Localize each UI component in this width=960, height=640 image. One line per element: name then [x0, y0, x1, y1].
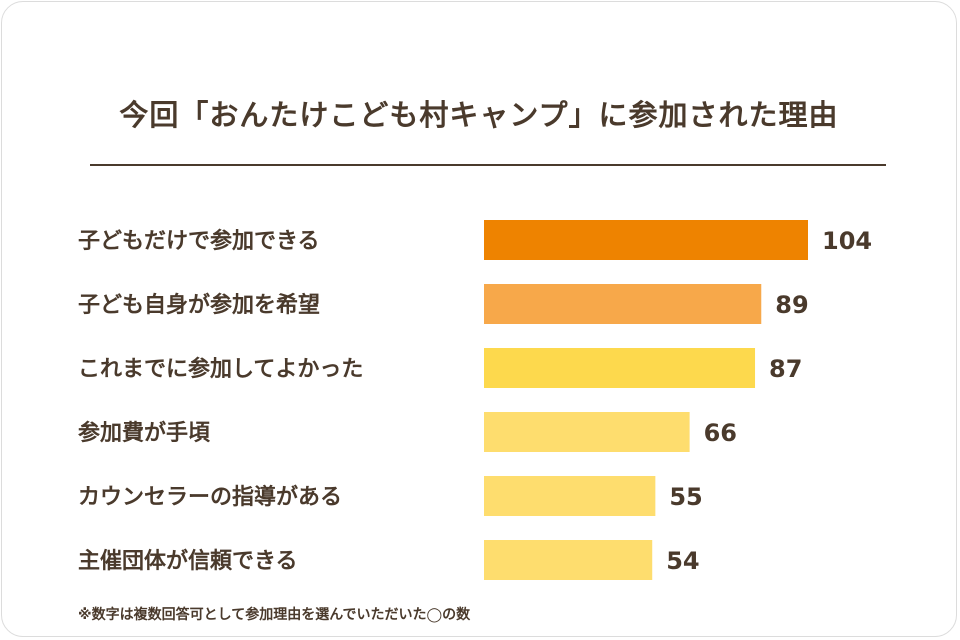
category-label: これまでに参加してよかった — [78, 356, 363, 382]
value-label: 89 — [775, 291, 808, 319]
value-label: 66 — [704, 419, 737, 447]
category-label: カウンセラーの指導がある — [78, 484, 342, 510]
category-label: 主催団体が信頼できる — [78, 548, 298, 574]
value-label: 87 — [769, 355, 802, 383]
value-label: 54 — [666, 547, 699, 575]
bar — [484, 220, 808, 260]
bar — [484, 476, 656, 516]
category-label: 子ども自身が参加を希望 — [78, 292, 320, 318]
category-label: 子どもだけで参加できる — [78, 228, 320, 254]
bar — [484, 540, 653, 580]
bar — [484, 412, 690, 452]
footnote: ※数字は複数回答可として参加理由を選んでいただいた◯の数 — [78, 607, 471, 623]
title-divider — [90, 164, 886, 166]
value-label: 104 — [822, 227, 872, 255]
value-label: 55 — [669, 483, 702, 511]
chart-title: 今回「おんたけこども村キャンプ」に参加された理由 — [119, 98, 839, 132]
category-label: 参加費が手頃 — [78, 420, 211, 446]
bar — [484, 284, 762, 324]
bar — [484, 348, 756, 388]
